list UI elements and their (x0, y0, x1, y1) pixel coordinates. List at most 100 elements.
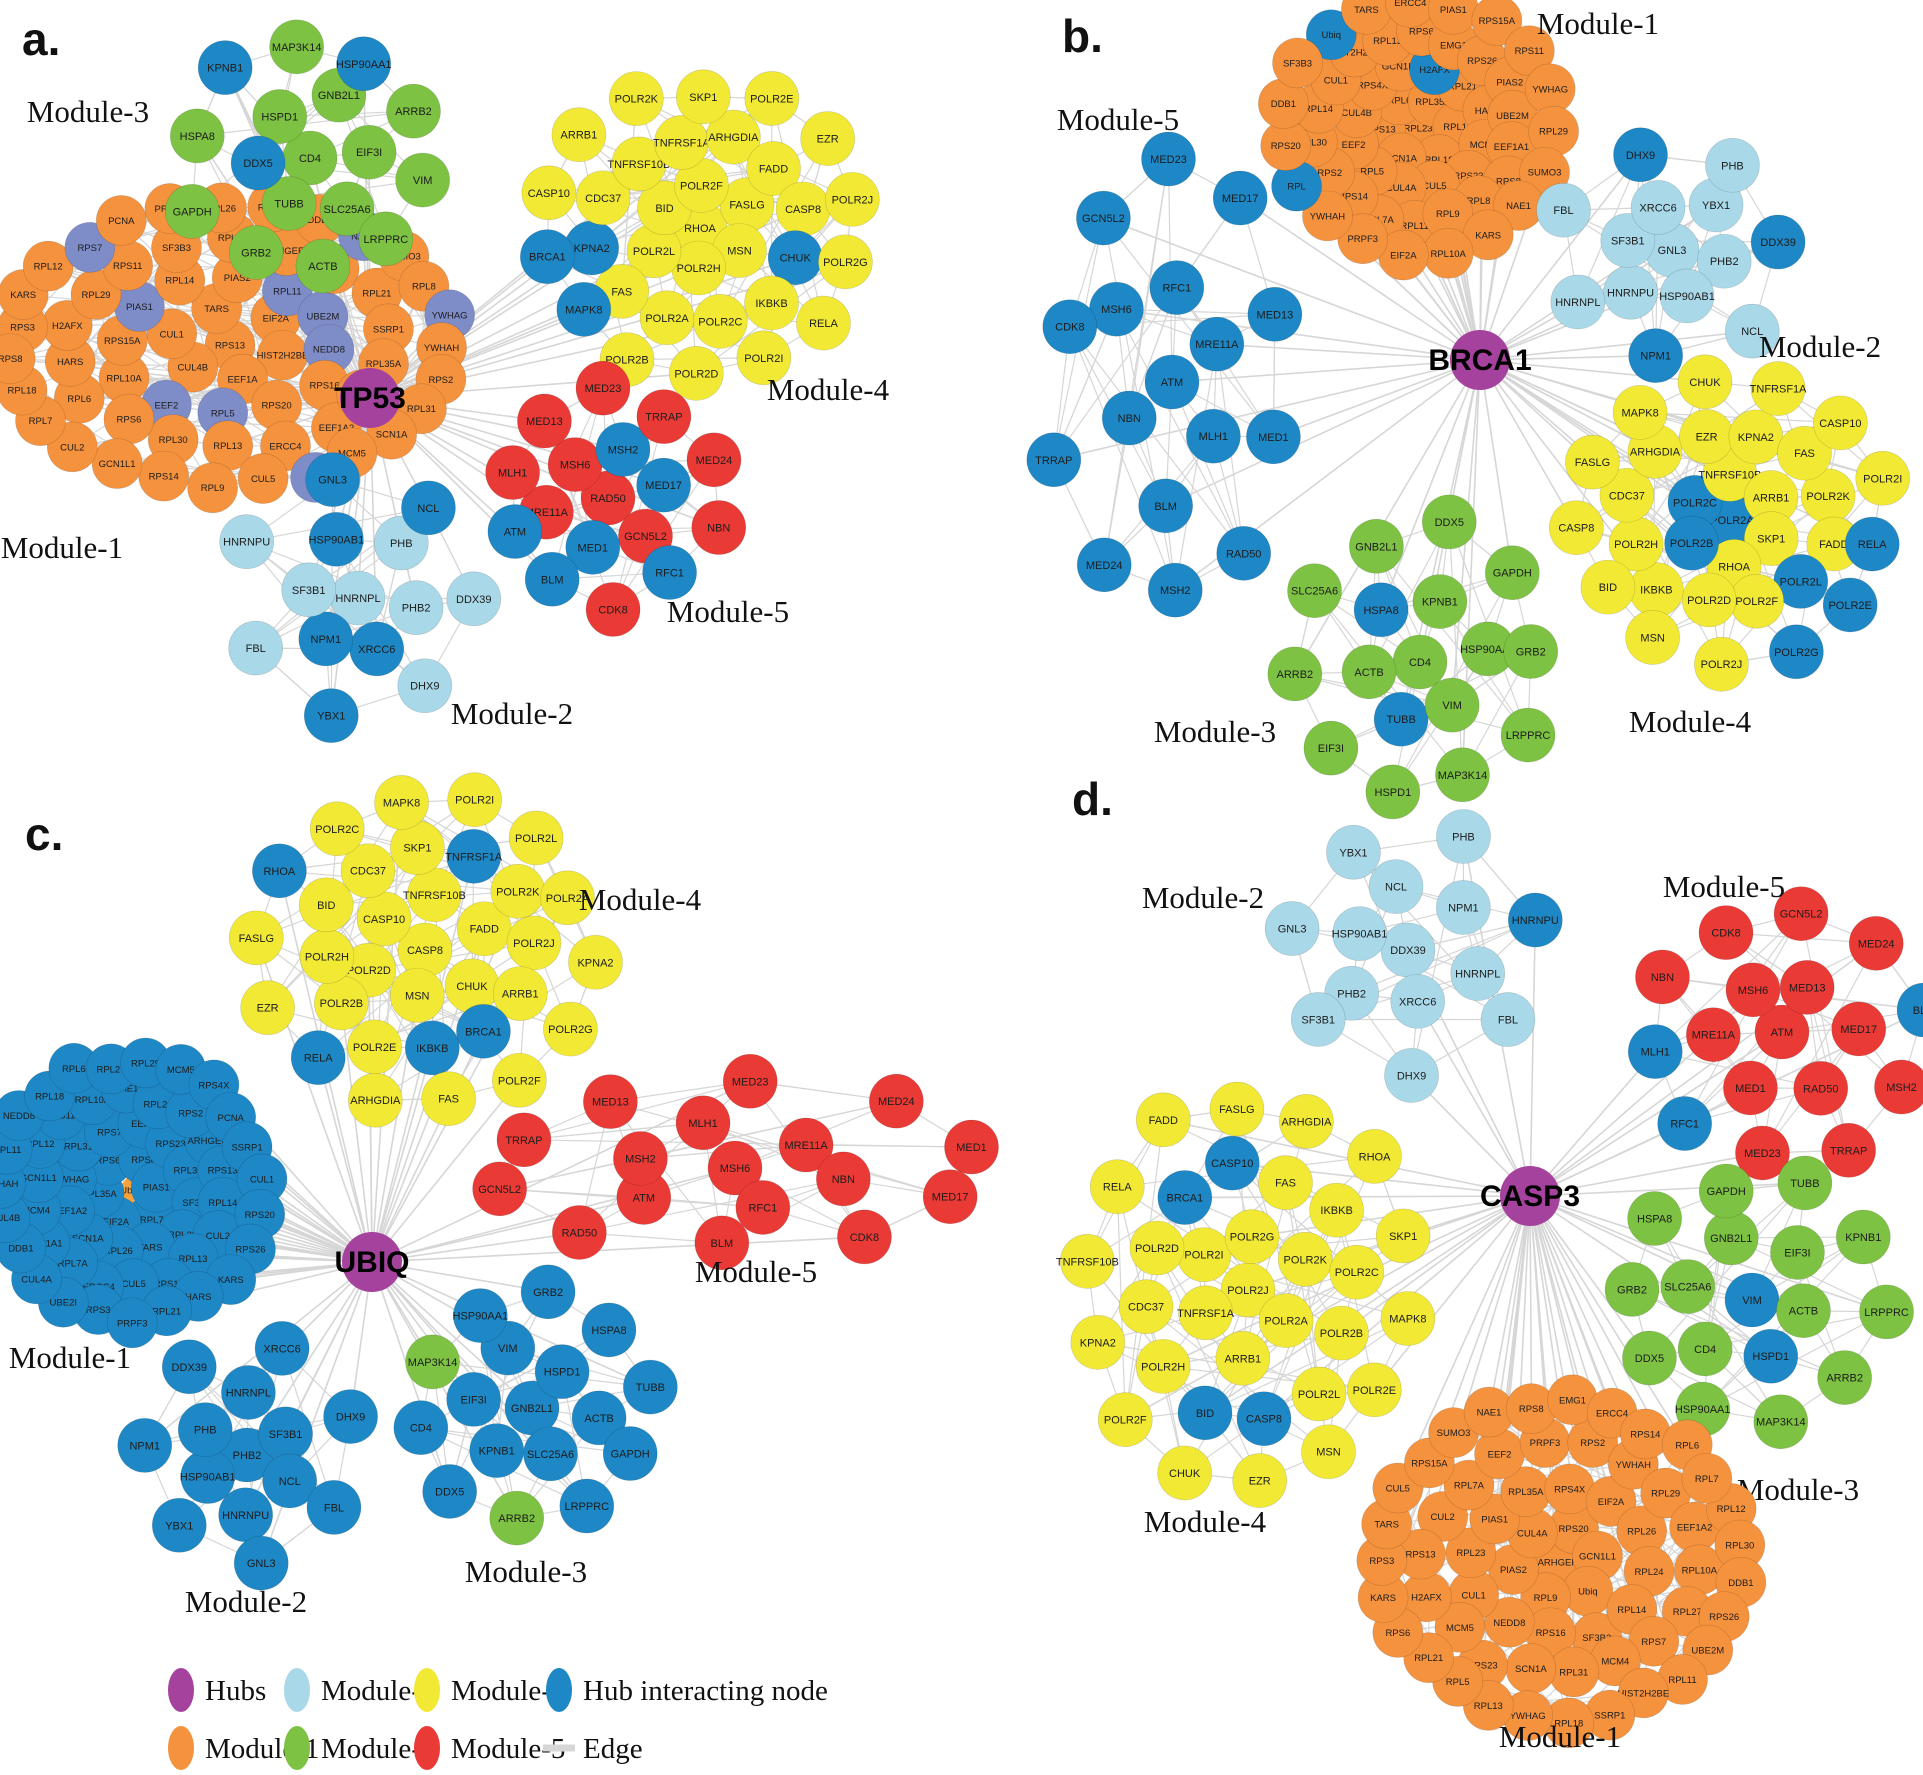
node-SLC25A6[interactable] (319, 181, 375, 237)
node-POLR2A[interactable] (540, 870, 595, 926)
node-PRPF3[interactable] (106, 1297, 158, 1349)
node-MED17[interactable] (636, 457, 691, 513)
node-MED23[interactable] (575, 360, 631, 416)
node-GCN5L2[interactable] (1076, 190, 1131, 246)
node-EIF3I[interactable] (1303, 720, 1359, 776)
node-MLH1[interactable] (485, 445, 540, 500)
node-SKP1[interactable] (1743, 511, 1799, 566)
node-CDK8[interactable] (1042, 299, 1098, 355)
node-RPL9[interactable] (187, 462, 238, 514)
node-LRPPRC[interactable] (1500, 707, 1556, 763)
node-FBL[interactable] (228, 620, 284, 676)
node-SLC25A6[interactable] (1287, 563, 1342, 619)
node-EIF3I[interactable] (446, 1372, 501, 1427)
node-XRCC6[interactable] (1630, 180, 1686, 235)
node-DHX9[interactable] (1613, 127, 1668, 183)
node-MED17[interactable] (922, 1169, 978, 1225)
node-CDC37[interactable] (1599, 467, 1655, 523)
node-RPS15A[interactable] (1471, 0, 1523, 46)
node-GRB2[interactable] (228, 225, 284, 280)
node-SLC25A6[interactable] (523, 1426, 578, 1482)
node-PCNA[interactable] (95, 195, 147, 246)
node-POLR2D[interactable] (669, 346, 724, 401)
node-MSN[interactable] (1625, 610, 1680, 665)
node-RAD50[interactable] (552, 1205, 607, 1260)
node-POLR2I[interactable] (1855, 451, 1911, 506)
node-CDK8[interactable] (837, 1209, 892, 1265)
node-ACTB[interactable] (295, 238, 351, 294)
node-KPNA2[interactable] (1728, 409, 1784, 465)
node-BLM[interactable] (524, 551, 580, 607)
node-MED1[interactable] (1246, 409, 1301, 465)
node-MLH1[interactable] (1186, 408, 1241, 464)
node-FAS[interactable] (421, 1071, 476, 1127)
node-HSPA8[interactable] (1353, 582, 1409, 638)
node-MAP3K14[interactable] (1435, 747, 1490, 803)
node-CD4[interactable] (393, 1400, 449, 1455)
node-NPM1[interactable] (117, 1418, 173, 1473)
node-ACTB[interactable] (571, 1390, 627, 1446)
node-GAPDH[interactable] (602, 1426, 658, 1481)
node-SF3B3[interactable] (1272, 37, 1323, 89)
node-RFC1[interactable] (735, 1180, 791, 1235)
node-GAPDH[interactable] (164, 184, 220, 239)
node-SKP1[interactable] (676, 69, 731, 125)
node-MAPK8[interactable] (374, 775, 429, 830)
node-DHX9[interactable] (323, 1389, 378, 1444)
node-ARRB1[interactable] (492, 966, 548, 1021)
node-RHOA[interactable] (252, 843, 307, 899)
node-POLR2I[interactable] (736, 330, 792, 386)
node-PRPF3[interactable] (1337, 213, 1389, 265)
node-HSPD1[interactable] (534, 1344, 590, 1399)
node-FBL[interactable] (1536, 182, 1591, 238)
node-GNB2L1[interactable] (1349, 518, 1404, 574)
node-ARRB2[interactable] (489, 1490, 545, 1546)
node-XRCC6[interactable] (254, 1321, 310, 1376)
node-MED13[interactable] (517, 393, 572, 449)
node-TRRAP[interactable] (496, 1112, 552, 1168)
node-POLR2F[interactable] (492, 1052, 547, 1108)
node-BLM[interactable] (1138, 478, 1193, 534)
node-CHUK[interactable] (1677, 354, 1733, 410)
node-FASLG[interactable] (1565, 434, 1620, 490)
node-BRCA1[interactable] (520, 229, 575, 284)
node-DDX5[interactable] (230, 135, 286, 191)
node-PHB2[interactable] (388, 580, 444, 635)
node-ARRB2[interactable] (1267, 646, 1323, 702)
node-POLR2J[interactable] (506, 915, 562, 971)
node-CDC37[interactable] (340, 843, 396, 898)
node-LRPPRC[interactable] (559, 1478, 615, 1534)
node-GRB2[interactable] (520, 1264, 576, 1320)
node-HSPA8[interactable] (581, 1302, 637, 1358)
node-SF3B1[interactable] (281, 562, 337, 618)
node-FAS[interactable] (1777, 425, 1832, 481)
node-PHB[interactable] (177, 1402, 233, 1457)
node-TNFRSF1A[interactable] (1750, 361, 1806, 416)
node-MED1[interactable] (944, 1119, 999, 1175)
node-CASP8[interactable] (1549, 500, 1604, 555)
node-RELA[interactable] (796, 295, 851, 351)
node-TUBB[interactable] (623, 1359, 678, 1415)
node-ARRB1[interactable] (551, 107, 607, 163)
node-MED13[interactable] (1247, 286, 1303, 342)
node-DHX9[interactable] (397, 658, 453, 714)
node-TUBB[interactable] (261, 176, 317, 231)
node-CDK8[interactable] (585, 582, 641, 637)
node-TNFRSF1A[interactable] (446, 829, 502, 884)
node-MSH6[interactable] (707, 1140, 763, 1196)
node-LRPPRC[interactable] (358, 211, 414, 267)
node-NPM1[interactable] (298, 611, 354, 667)
node-MLH1[interactable] (675, 1095, 731, 1151)
node-NBN[interactable] (816, 1151, 871, 1207)
node-MED24[interactable] (686, 432, 742, 488)
node-POLR2J[interactable] (1694, 636, 1749, 692)
node-YBX1[interactable] (303, 688, 359, 743)
node-IKBKB[interactable] (404, 1020, 460, 1076)
node-RELA[interactable] (1844, 516, 1900, 572)
node-RPL12[interactable] (22, 240, 74, 292)
node-PHB[interactable] (1705, 137, 1760, 193)
node-EZR[interactable] (800, 111, 855, 166)
node-Ubiq[interactable] (1305, 9, 1357, 61)
node-ARHGDIA[interactable] (348, 1072, 403, 1128)
node-TUBB[interactable] (1373, 691, 1429, 747)
